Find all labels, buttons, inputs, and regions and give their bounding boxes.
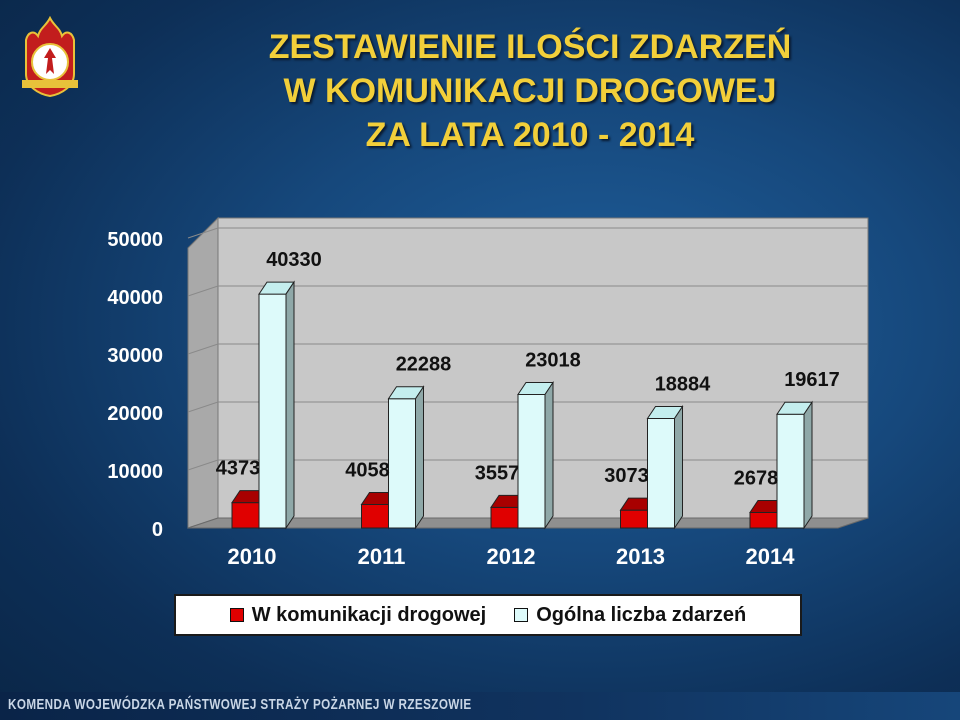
y-tick-label: 50000 (107, 229, 163, 251)
y-tick-label: 20000 (107, 403, 163, 425)
bar-total (258, 280, 295, 530)
x-tick-label: 2011 (358, 544, 406, 569)
data-label-total: 23018 (525, 349, 581, 371)
legend-label-total: Ogólna liczba zdarzeń (536, 603, 747, 626)
bar-total (646, 404, 684, 530)
legend-label-road: W komunikacji drogowej (251, 603, 487, 626)
bar-road-front (231, 502, 260, 529)
data-label-total: 19617 (784, 369, 840, 391)
x-tick-label: 2010 (228, 544, 277, 569)
bar-total-side (803, 400, 813, 530)
chart-title-line-3: ZA LATA 2010 - 2014 (365, 116, 695, 154)
legend-swatch-road (229, 608, 244, 622)
bar-total-front (647, 417, 675, 529)
bar-road-front (490, 506, 519, 529)
data-label-road: 3557 (475, 462, 520, 484)
bar-total (517, 380, 554, 530)
y-tick-label: 30000 (107, 345, 163, 367)
bar-road-front (620, 509, 648, 529)
chart-bars (231, 280, 813, 530)
data-label-total: 22288 (396, 354, 452, 376)
bar-total-side (674, 404, 683, 530)
y-tick-label: 40000 (107, 287, 163, 309)
data-label-road: 2678 (734, 467, 779, 489)
footer-text: KOMENDA WOJEWÓDZKA PAŃSTWOWEJ STRAŻY POŻ… (8, 696, 472, 713)
bar-total-side (415, 385, 424, 530)
bar-total-front (776, 413, 805, 529)
fire-service-emblem-icon (22, 16, 78, 98)
bar-total-side (285, 280, 295, 530)
gridline-side (187, 285, 219, 297)
data-label-total: 40330 (266, 249, 322, 271)
x-axis-tick-labels: 2010 2011 2012 2013 2014 (228, 544, 796, 569)
bar-total-front (517, 393, 546, 529)
gridline-side (187, 401, 219, 413)
gridline-side (187, 227, 219, 239)
x-tick-label: 2012 (487, 544, 536, 569)
gridline-side (187, 343, 219, 355)
data-label-total: 18884 (655, 373, 711, 395)
footer-bar: KOMENDA WOJEWÓDZKA PAŃSTWOWEJ STRAŻY POŻ… (0, 692, 960, 720)
chart-legend: W komunikacji drogowej Ogólna liczba zda… (174, 594, 802, 636)
legend-item-road: W komunikacji drogowej (229, 603, 487, 627)
y-tick-label: 10000 (107, 461, 163, 483)
data-label-road: 3073 (604, 465, 649, 487)
bar-road-front (361, 503, 389, 529)
bar-total (776, 400, 813, 530)
chart-title-line-2: W KOMUNIKACJI DROGOWEJ (283, 72, 777, 110)
bar-total-side (544, 380, 554, 530)
bar-total-front (388, 398, 416, 529)
legend-item-total: Ogólna liczba zdarzeń (514, 604, 746, 627)
y-axis-tick-labels: 0 10000 20000 30000 40000 50000 (107, 229, 163, 541)
chart-side-wall (187, 216, 219, 529)
x-tick-label: 2014 (746, 544, 796, 569)
data-label-road: 4373 (216, 458, 261, 480)
bar-road-front (749, 511, 778, 529)
bar-total-front (258, 293, 287, 529)
legend-swatch-total (514, 608, 529, 622)
data-label-road: 4058 (345, 459, 390, 481)
data-labels: 4373 40330 4058 22288 3557 23018 3073 18884 2678… (216, 249, 840, 489)
bar-total (387, 385, 425, 530)
x-tick-label: 2013 (616, 544, 665, 569)
bar-road (231, 488, 268, 530)
chart-title-line-1: ZESTAWIENIE ILOŚCI ZDARZEŃ (268, 28, 792, 66)
gridline-side (187, 459, 219, 471)
bar-chart: 0 10000 20000 30000 40000 50000 4373 40330 4058… (107, 216, 869, 569)
y-tick-label: 0 (152, 519, 163, 541)
